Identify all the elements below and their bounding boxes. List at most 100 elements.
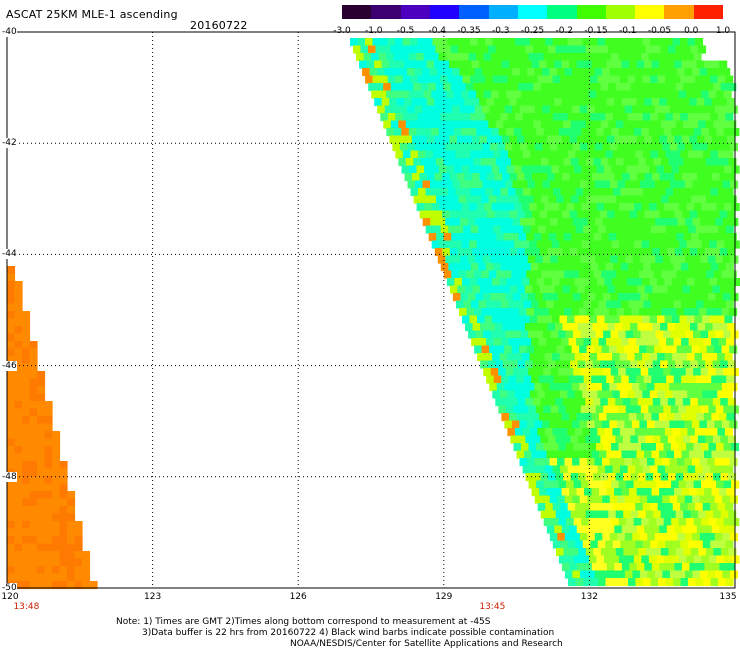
swath-cell [14,468,23,477]
swath-cell [462,315,471,324]
swath-cell [592,173,601,182]
swath-cell [698,120,707,129]
swath-cell [469,315,478,324]
swath-cell [587,458,596,467]
swath-cell [717,353,726,362]
swath-cell [501,338,510,347]
swath-cell [672,150,681,159]
swath-cell [686,278,695,287]
swath-cell [44,566,53,575]
swath-cell [7,401,16,410]
swath-cell [604,278,613,287]
swath-cell [720,323,729,332]
swath-cell [546,338,555,347]
swath-cell [7,416,16,425]
swath-cell [560,188,569,197]
swath-cell [647,495,656,504]
swath-cell [393,53,402,62]
swath-cell [689,60,698,69]
swath-cell [531,450,540,459]
swath-cell [705,548,714,557]
swath-cell [704,450,713,459]
swath-cell [605,540,614,549]
swath-cell [582,38,591,47]
swath-cell [597,75,606,84]
swath-cell [691,270,700,279]
swath-cell [620,263,629,272]
swath-cell [643,225,652,234]
swath-cell [715,368,724,377]
swath-cell [664,278,673,287]
swath-cell [694,428,703,437]
swath-cell [615,158,624,167]
swath-cell [566,240,575,249]
swath-cell [706,383,715,392]
swath-cell [651,525,660,534]
swath-cell [633,518,642,527]
swath-cell [637,210,646,219]
swath-cell [536,480,545,489]
swath-cell [424,165,433,174]
swath-cell [82,551,91,560]
swath-cell [521,240,530,249]
swath-cell [566,480,575,489]
swath-cell [7,461,16,470]
swath-cell [479,98,488,107]
swath-cell [725,150,734,159]
swath-cell [484,315,493,324]
swath-cell [632,68,641,77]
swath-cell [570,83,579,92]
swath-cell [634,240,643,249]
swath-cell [389,60,398,69]
swath-cell [698,158,707,167]
swath-cell [722,533,731,542]
swath-cell [37,513,46,522]
swath-cell [7,356,16,365]
swath-cell [726,413,735,422]
swath-cell [14,303,23,312]
swath-cell [690,323,699,332]
swath-cell [652,398,661,407]
swath-cell [29,491,38,500]
swath-cell [726,135,735,144]
swath-cell [620,113,629,122]
swath-cell [531,60,540,69]
swath-cell [29,356,38,365]
swath-cell [520,405,529,414]
swath-cell [602,533,611,542]
swath-cell [639,308,648,317]
swath-cell [668,158,677,167]
swath-cell [610,405,619,414]
swath-cell [589,165,598,174]
swath-cell [471,98,480,107]
swath-cell [663,53,672,62]
swath-cell [413,120,422,129]
swath-cell [368,83,377,92]
swath-cell [557,218,566,227]
swath-cell [29,483,38,492]
swath-cell [624,143,633,152]
swath-cell [398,120,407,129]
swath-cell [696,488,705,497]
swath-cell [599,173,608,182]
swath-cell [598,413,607,422]
swath-cell [698,83,707,92]
swath-cell [515,188,524,197]
swath-cell [450,45,459,54]
swath-cell [605,225,614,234]
swath-cell [717,113,726,122]
swath-cell [626,278,635,287]
swath-cell [540,510,549,519]
swath-cell [604,240,613,249]
swath-cell [452,105,461,114]
colorbar-label: -0.3 [491,26,510,36]
swath-cell [587,533,596,542]
swath-cell [443,233,452,242]
swath-cell [402,75,411,84]
swath-cell [703,375,712,384]
swath-cell [461,53,470,62]
swath-cell [67,573,76,582]
swath-cell [629,450,638,459]
swath-cell [74,573,83,582]
swath-cell [477,353,486,362]
